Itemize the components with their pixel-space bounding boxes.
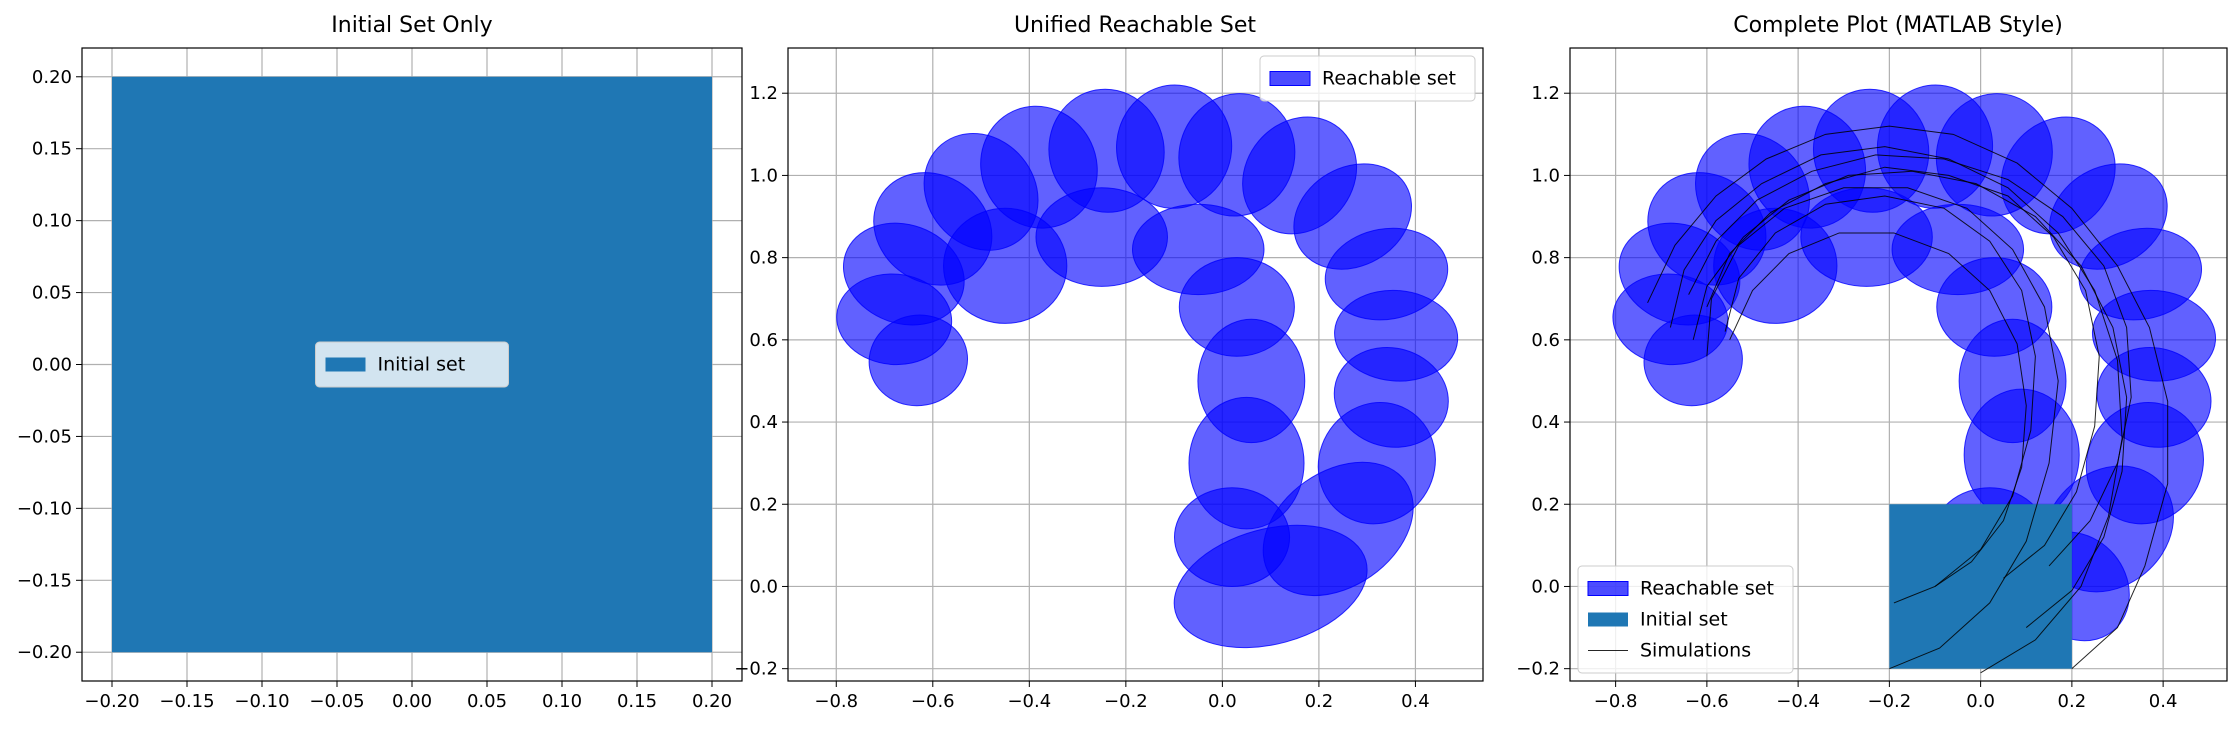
y-tick-label: 0.15	[32, 139, 72, 160]
x-tick-label: −0.20	[84, 691, 139, 712]
y-tick-label: 0.00	[32, 355, 72, 376]
x-tick-label: −0.4	[1007, 691, 1051, 712]
legend-box	[1577, 565, 1794, 674]
y-tick-label: 0.2	[749, 494, 778, 515]
axes-frame	[1569, 47, 2228, 682]
y-axis: −0.20 −0.15 −0.10 −0.05 0.00 0.05 0.10 0.15 0.20	[17, 67, 82, 663]
x-tick-label: −0.10	[234, 691, 289, 712]
x-axis: −0.8 −0.6 −0.4 −0.2 0.0 0.2 0.4	[1594, 681, 2178, 712]
y-axis: −0.2 0.0 0.2 0.4 0.6 0.8 1.0 1.2	[734, 83, 788, 680]
y-tick-label: 0.6	[1531, 330, 1560, 351]
y-tick-label: 0.8	[749, 248, 778, 269]
y-tick-label: −0.15	[17, 570, 72, 591]
y-tick-label: 0.6	[749, 330, 778, 351]
x-tick-label: 0.10	[542, 691, 582, 712]
x-tick-label: −0.6	[911, 691, 955, 712]
y-tick-label: 0.2	[1531, 494, 1560, 515]
legend-label: Simulations	[1640, 640, 1751, 662]
legend-box	[1259, 55, 1476, 102]
legend-label: Reachable set	[1640, 578, 1774, 600]
x-tick-label: 0.0	[1966, 691, 1995, 712]
y-tick-label: 1.2	[1531, 83, 1560, 104]
y-tick-label: 0.0	[1531, 576, 1560, 597]
simulation-trace	[1724, 195, 2036, 604]
reachable-set-patch	[943, 207, 1068, 324]
x-tick-label: −0.15	[159, 691, 214, 712]
y-axis: −0.2 0.0 0.2 0.4 0.6 0.8 1.0 1.2	[1516, 83, 1570, 680]
y-tick-label: 0.10	[32, 211, 72, 232]
simulation-trace	[1688, 154, 2132, 567]
chart-title: Initial Set Only	[331, 13, 492, 38]
legend-label: Initial set	[1640, 609, 1728, 631]
legend-swatch-initial	[325, 357, 366, 372]
reachable-set-patch	[1173, 487, 1291, 587]
x-tick-label: −0.4	[1776, 691, 1820, 712]
x-tick-label: −0.8	[1594, 691, 1638, 712]
x-tick-label: −0.6	[1685, 691, 1729, 712]
plot-area	[1612, 84, 2217, 674]
y-tick-label: 0.8	[1531, 248, 1560, 269]
chart-title: Complete Plot (MATLAB Style)	[1733, 13, 2063, 38]
x-tick-label: 0.2	[2058, 691, 2087, 712]
axes-frame	[787, 47, 1484, 682]
x-tick-label: −0.8	[814, 691, 858, 712]
initial-set-rect	[1889, 504, 2072, 669]
chart-title: Unified Reachable Set	[1014, 13, 1256, 38]
y-tick-label: 0.4	[1531, 412, 1560, 433]
x-tick-label: 0.00	[392, 691, 432, 712]
y-tick-label: 0.20	[32, 67, 72, 88]
y-tick-label: 0.0	[749, 576, 778, 597]
x-axis: −0.20 −0.15 −0.10 −0.05 0.00 0.05 0.10 0.15 0.20	[84, 681, 732, 712]
panel-unified-reachable-set: Unified Reachable Set −0.8 −0.6 −0.4 −0.2 0.…	[734, 13, 1484, 712]
x-tick-label: 0.20	[692, 691, 732, 712]
legend: Reachable set	[1259, 55, 1476, 102]
x-tick-label: 0.4	[1401, 691, 1430, 712]
plot-area	[836, 84, 1459, 649]
panel-initial-set-only: Initial Set Only −0.20 −0.15 −0.10 −0.05 0.0…	[17, 13, 743, 712]
y-tick-label: 0.05	[32, 283, 72, 304]
y-tick-label: −0.20	[17, 642, 72, 663]
legend-swatch-reachable	[1587, 581, 1629, 596]
reachable-set-patch	[1643, 314, 1743, 407]
x-tick-label: −0.05	[309, 691, 364, 712]
x-tick-label: 0.05	[467, 691, 507, 712]
legend-swatch-initial	[1588, 612, 1628, 627]
x-tick-label: −0.2	[1104, 691, 1148, 712]
x-tick-label: 0.2	[1305, 691, 1334, 712]
legend-label: Reachable set	[1322, 68, 1456, 90]
y-tick-label: −0.2	[1516, 659, 1560, 680]
panel-complete-plot: Complete Plot (MATLAB Style) −0.8 −0.6 −0.…	[1516, 13, 2228, 712]
simulation-trace	[1692, 170, 2128, 628]
legend-swatch-reachable	[1269, 71, 1311, 86]
y-tick-label: 1.2	[749, 83, 778, 104]
legend: Initial set	[315, 341, 509, 388]
y-tick-label: −0.2	[734, 659, 778, 680]
y-tick-label: 1.0	[749, 165, 778, 186]
x-tick-label: 0.0	[1208, 691, 1237, 712]
x-tick-label: 0.4	[2149, 691, 2178, 712]
simulation-trace	[1647, 125, 2169, 670]
y-tick-label: −0.10	[17, 498, 72, 519]
y-tick-label: 0.4	[749, 412, 778, 433]
simulation-trace	[1706, 187, 2059, 670]
simulation-trace	[1729, 232, 2027, 587]
x-tick-label: 0.15	[617, 691, 657, 712]
reachable-set-patch	[1713, 207, 1838, 324]
y-tick-label: 1.0	[1531, 165, 1560, 186]
y-tick-label: −0.05	[17, 426, 72, 447]
reachable-set-patch	[868, 314, 969, 407]
x-tick-label: −0.2	[1868, 691, 1912, 712]
legend: Reachable set Initial set Simulations	[1577, 565, 1794, 674]
x-axis: −0.8 −0.6 −0.4 −0.2 0.0 0.2 0.4	[814, 681, 1430, 712]
legend-box	[315, 341, 509, 388]
legend-label: Initial set	[378, 354, 466, 376]
